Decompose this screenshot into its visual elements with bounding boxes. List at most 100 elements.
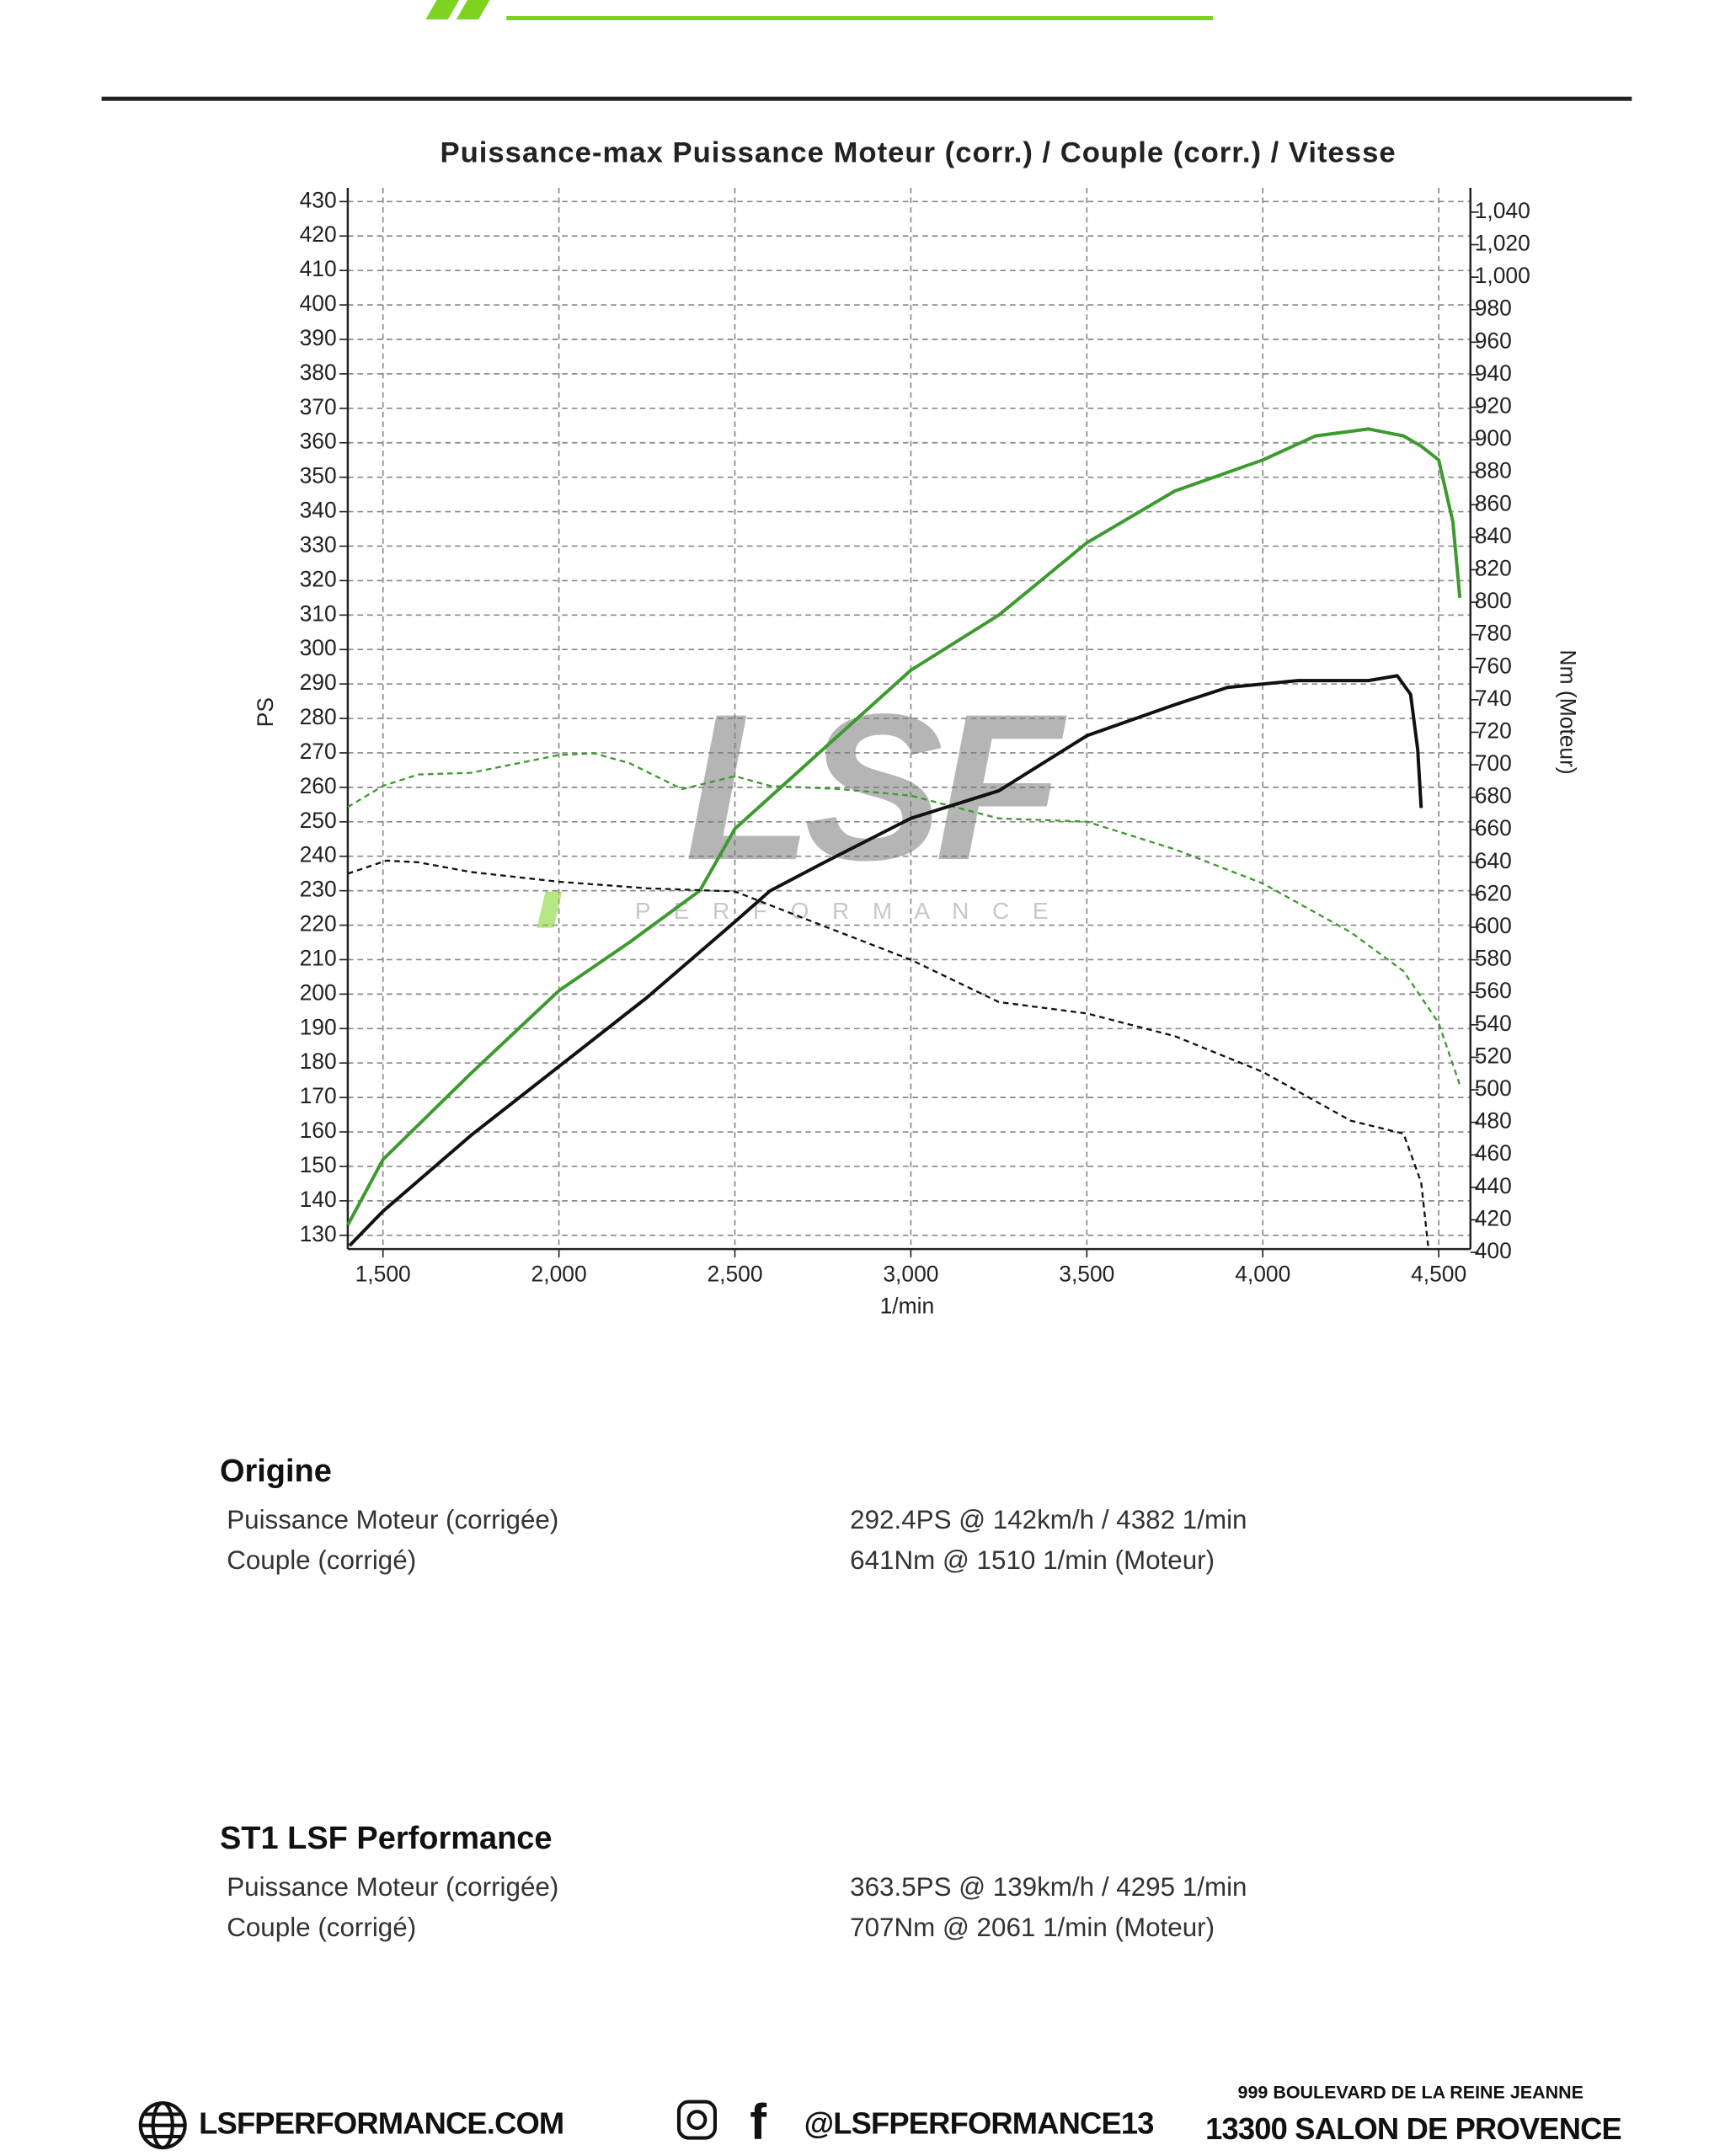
y-tick-label: 380 <box>300 360 337 385</box>
y-tick-label: 410 <box>300 256 337 281</box>
y2-tick-label: 480 <box>1475 1108 1512 1134</box>
y2-tick-label: 660 <box>1475 815 1512 841</box>
y-tick-label: 420 <box>300 221 337 247</box>
grid <box>347 187 1471 1250</box>
y-tick-label: 190 <box>300 1014 337 1039</box>
y-tick-label: 230 <box>300 877 337 902</box>
y2-tick-label: 400 <box>1475 1238 1512 1263</box>
y2-tick-label: 640 <box>1475 848 1512 873</box>
result-value: 363.5PS @ 139km/h / 4295 1/min <box>850 1872 1247 1902</box>
address-line: 13300 SALON DE PROVENCE <box>1205 2111 1621 2146</box>
y2-tick-label: 880 <box>1475 458 1512 483</box>
watermark-logo: LSF <box>685 671 1067 904</box>
y2-tick-label: 780 <box>1475 621 1512 646</box>
y-tick-label: 140 <box>300 1187 337 1212</box>
y-tick-label: 360 <box>300 429 337 454</box>
y-axis-label: PS <box>253 697 278 727</box>
y2-tick-label: 820 <box>1475 555 1512 580</box>
y2-tick-label: 580 <box>1475 946 1512 971</box>
y-tick-label: 210 <box>300 945 337 970</box>
y2-tick-label: 540 <box>1475 1011 1512 1036</box>
y-tick-label: 270 <box>300 739 337 764</box>
y2-axis-label: Nm (Moteur) <box>1556 650 1581 775</box>
x-tick-label: 3,000 <box>883 1262 938 1287</box>
result-value: 641Nm @ 1510 1/min (Moteur) <box>850 1545 1215 1575</box>
section-title: Origine <box>220 1454 332 1489</box>
result-label: Puissance Moteur (corrigée) <box>227 1872 558 1902</box>
y2-tick-label: 1,020 <box>1475 230 1530 255</box>
plot-area: 130 140 150 160 170 180 190 200 210 220 230 240 250 2… <box>300 187 1530 1286</box>
y2-tick-label: 600 <box>1475 913 1512 938</box>
x-tick-label: 1,500 <box>355 1262 411 1287</box>
facebook-icon[interactable]: f <box>750 2093 766 2149</box>
y-tick-label: 330 <box>300 531 337 557</box>
result-label: Puissance Moteur (corrigée) <box>227 1505 558 1534</box>
y-tick-label: 150 <box>300 1152 337 1177</box>
y-tick-label: 320 <box>300 566 337 591</box>
y2-tick-label: 1,040 <box>1475 198 1530 223</box>
y-tick-label: 350 <box>300 463 337 488</box>
globe-icon <box>138 2101 187 2150</box>
y2-tick-label: 500 <box>1475 1075 1512 1101</box>
instagram-icon[interactable] <box>676 2100 717 2140</box>
y-tick-label: 200 <box>300 979 337 1005</box>
address-line: 999 BOULEVARD DE LA REINE JEANNE <box>1238 2082 1583 2102</box>
y2-tick-label: 900 <box>1475 425 1512 451</box>
y2-tick-label: 920 <box>1475 392 1512 418</box>
y-tick-label: 290 <box>300 670 337 695</box>
website[interactable]: LSFPERFORMANCE.COM <box>199 2105 564 2140</box>
y-tick-label: 130 <box>300 1221 337 1246</box>
y2-tick-label: 420 <box>1475 1205 1512 1230</box>
y-tick-label: 300 <box>300 635 337 660</box>
y2-tick-label: 940 <box>1475 360 1512 386</box>
series-line <box>347 752 1461 1086</box>
series-line <box>348 674 1423 1247</box>
chart-title: Puissance-max Puissance Moteur (corr.) /… <box>440 136 1396 168</box>
y2-tick-label: 840 <box>1475 523 1512 548</box>
y2-tick-label: 680 <box>1475 783 1512 808</box>
x-tick-label: 3,500 <box>1059 1262 1114 1287</box>
result-label: Couple (corrigé) <box>227 1913 416 1942</box>
y-tick-label: 340 <box>300 498 337 523</box>
y-tick-label: 160 <box>300 1118 337 1143</box>
y2-tick-label: 980 <box>1475 296 1512 321</box>
y-tick-label: 180 <box>300 1049 337 1074</box>
y-tick-label: 240 <box>300 842 337 867</box>
y-tick-label: 390 <box>300 325 337 350</box>
social-handle[interactable]: @LSFPERFORMANCE13 <box>804 2105 1155 2140</box>
y-tick-label: 250 <box>300 808 337 833</box>
y-tick-label: 370 <box>300 394 337 419</box>
series-line <box>346 427 1462 1226</box>
x-tick-label: 2,000 <box>531 1262 587 1287</box>
result-label: Couple (corrigé) <box>227 1545 416 1575</box>
y2-tick-label: 740 <box>1475 686 1512 711</box>
y2-tick-label: 720 <box>1475 718 1512 743</box>
y2-tick-label: 460 <box>1475 1140 1512 1166</box>
result-value: 707Nm @ 2061 1/min (Moteur) <box>850 1913 1215 1942</box>
y-tick-label: 220 <box>300 911 337 937</box>
y2-tick-label: 960 <box>1475 328 1512 353</box>
y2-tick-label: 440 <box>1475 1173 1512 1198</box>
y2-tick-label: 1,000 <box>1475 263 1530 288</box>
y2-tick-label: 700 <box>1475 750 1512 776</box>
watermark: LSF P E R F O R M A N C E <box>537 671 1076 928</box>
watermark-tagline: P E R F O R M A N C E <box>635 898 1057 924</box>
y-tick-label: 400 <box>300 291 337 316</box>
x-tick-label: 4,000 <box>1235 1262 1290 1287</box>
x-axis-label: 1/min <box>880 1294 935 1319</box>
y2-tick-label: 860 <box>1475 490 1512 515</box>
section-title: ST1 LSF Performance <box>220 1821 553 1856</box>
y-tick-label: 170 <box>300 1083 337 1108</box>
y-tick-label: 310 <box>300 600 337 626</box>
y2-tick-label: 620 <box>1475 880 1512 905</box>
y2-tick-label: 800 <box>1475 588 1512 613</box>
y-tick-label: 260 <box>300 773 337 798</box>
x-tick-label: 2,500 <box>707 1262 762 1287</box>
y2-tick-label: 760 <box>1475 653 1512 678</box>
x-tick-label: 4,500 <box>1411 1262 1466 1287</box>
result-value: 292.4PS @ 142km/h / 4382 1/min <box>850 1505 1247 1534</box>
y-tick-label: 280 <box>300 704 337 729</box>
y-tick-label: 430 <box>300 187 337 212</box>
